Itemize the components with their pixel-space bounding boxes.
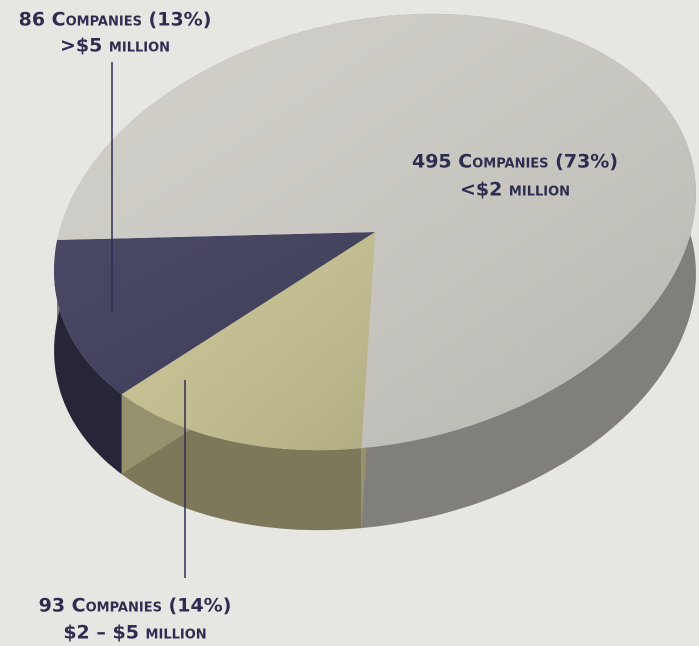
pie <box>54 13 696 531</box>
slice-side <box>54 240 122 475</box>
slice-value-label: 495 Companies (73%) <box>412 151 618 173</box>
slice-label: >$5 million <box>60 35 170 57</box>
slice-value-label: 93 Companies (14%) <box>39 595 232 617</box>
slice-value-label: 86 Companies (13%) <box>19 9 212 31</box>
slice-shade <box>57 13 696 449</box>
slice-label: <$2 million <box>460 179 570 201</box>
slice-label: $2 – $5 million <box>63 622 206 644</box>
slice-shade <box>54 232 375 395</box>
